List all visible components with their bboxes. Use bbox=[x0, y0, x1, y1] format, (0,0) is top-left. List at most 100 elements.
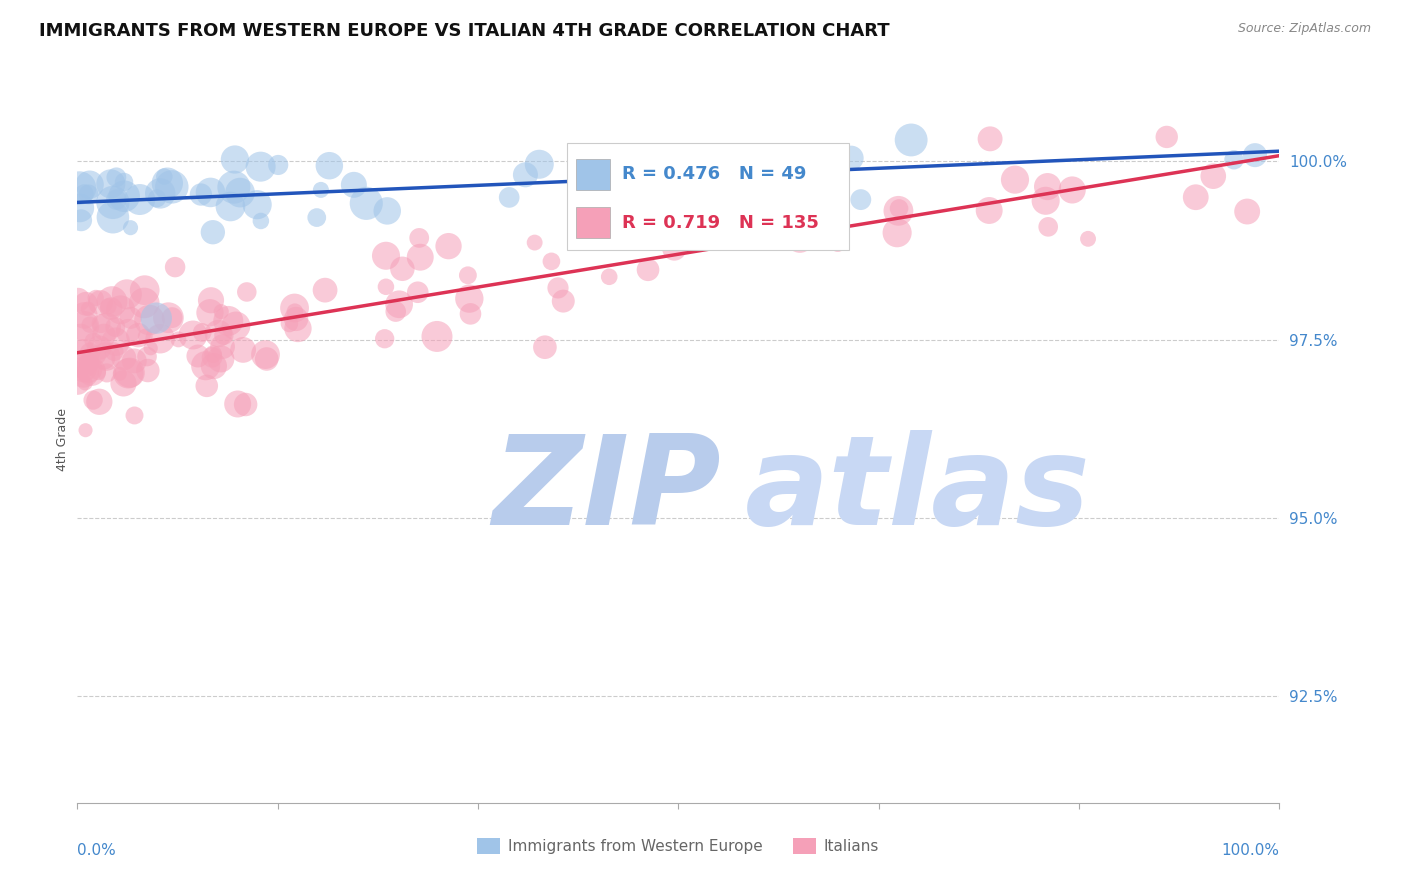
Text: 0.0%: 0.0% bbox=[77, 843, 117, 858]
Point bbox=[305, 211, 328, 225]
Point bbox=[79, 346, 101, 360]
Point bbox=[77, 187, 100, 202]
Point bbox=[406, 285, 429, 300]
Point bbox=[82, 393, 104, 408]
Point bbox=[458, 292, 481, 306]
Point bbox=[96, 366, 118, 380]
Point bbox=[149, 186, 172, 201]
Point bbox=[200, 293, 222, 308]
Point bbox=[1062, 183, 1084, 197]
Point bbox=[212, 328, 235, 343]
Point bbox=[139, 341, 162, 355]
Point bbox=[69, 181, 91, 195]
Point bbox=[886, 226, 908, 240]
Text: IMMIGRANTS FROM WESTERN EUROPE VS ITALIAN 4TH GRADE CORRELATION CHART: IMMIGRANTS FROM WESTERN EUROPE VS ITALIA… bbox=[39, 22, 890, 40]
Point bbox=[72, 361, 94, 376]
Point bbox=[209, 351, 232, 366]
Point bbox=[1035, 194, 1057, 208]
Point bbox=[849, 193, 872, 207]
Point bbox=[75, 376, 97, 390]
Point bbox=[100, 177, 122, 191]
Point bbox=[225, 318, 247, 333]
Point bbox=[515, 168, 537, 182]
Point bbox=[200, 186, 222, 200]
Point bbox=[136, 350, 159, 364]
Bar bbox=[576, 208, 610, 238]
Point bbox=[1004, 172, 1026, 186]
Point bbox=[267, 158, 290, 172]
Point bbox=[134, 296, 156, 310]
Point bbox=[69, 201, 91, 215]
Point bbox=[529, 157, 551, 171]
Point bbox=[187, 349, 209, 363]
Point bbox=[207, 326, 229, 341]
Point bbox=[569, 163, 592, 178]
Point bbox=[534, 340, 557, 354]
Point bbox=[201, 351, 224, 365]
Point bbox=[153, 169, 176, 184]
Point bbox=[138, 313, 160, 327]
Bar bbox=[576, 160, 610, 190]
Point bbox=[1156, 130, 1178, 145]
Point bbox=[232, 343, 254, 357]
Point bbox=[547, 281, 569, 295]
Point bbox=[89, 394, 111, 409]
Point bbox=[117, 367, 139, 381]
Point bbox=[145, 311, 167, 326]
Point bbox=[457, 268, 479, 283]
Point bbox=[127, 328, 149, 343]
Point bbox=[198, 306, 221, 320]
Point bbox=[104, 334, 127, 349]
Point bbox=[112, 175, 135, 189]
Point bbox=[202, 359, 225, 373]
Point bbox=[94, 350, 117, 364]
Point bbox=[87, 365, 110, 379]
Point bbox=[73, 309, 96, 323]
Point bbox=[540, 254, 562, 268]
Point bbox=[827, 236, 849, 251]
Point bbox=[1036, 179, 1059, 194]
Point bbox=[190, 187, 212, 202]
Point bbox=[217, 314, 239, 328]
Point bbox=[229, 186, 252, 200]
Point bbox=[283, 301, 305, 315]
Point bbox=[1077, 232, 1099, 246]
Point bbox=[72, 357, 94, 371]
Point bbox=[356, 196, 378, 211]
Point bbox=[108, 367, 131, 381]
Point bbox=[211, 340, 233, 354]
Point bbox=[235, 397, 257, 411]
Point bbox=[278, 317, 301, 331]
Point bbox=[284, 304, 307, 318]
Point bbox=[236, 285, 259, 299]
Point bbox=[149, 332, 172, 346]
Point bbox=[69, 331, 91, 345]
Point bbox=[101, 294, 124, 309]
Point bbox=[579, 218, 602, 232]
Text: 100.0%: 100.0% bbox=[1222, 843, 1279, 858]
Point bbox=[67, 293, 90, 307]
Point bbox=[839, 151, 862, 165]
Point bbox=[136, 363, 159, 377]
Point bbox=[668, 165, 690, 179]
Point bbox=[112, 189, 135, 203]
Point bbox=[1184, 190, 1206, 204]
Point bbox=[314, 283, 336, 297]
Point bbox=[93, 351, 115, 366]
Point bbox=[222, 180, 245, 194]
Point bbox=[75, 423, 97, 437]
Point bbox=[77, 362, 100, 376]
Point bbox=[79, 178, 101, 192]
Legend: Immigrants from Western Europe, Italians: Immigrants from Western Europe, Italians bbox=[471, 832, 886, 861]
Point bbox=[160, 179, 183, 194]
Point bbox=[887, 202, 910, 216]
Point bbox=[101, 211, 124, 225]
Point bbox=[72, 365, 94, 379]
Point bbox=[89, 341, 111, 355]
Point bbox=[90, 317, 112, 331]
Point bbox=[800, 158, 823, 172]
Point bbox=[776, 185, 799, 199]
Point bbox=[134, 283, 156, 297]
Point bbox=[105, 170, 128, 185]
Point bbox=[73, 319, 96, 334]
